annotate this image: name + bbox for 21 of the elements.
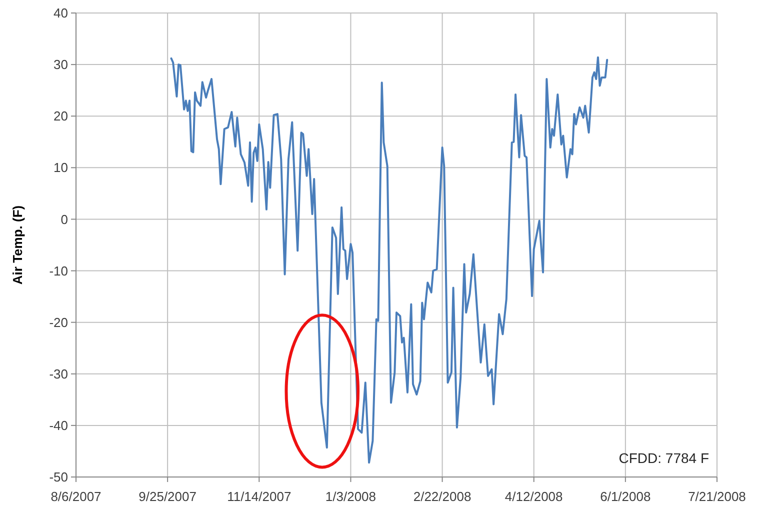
x-tick-label: 2/22/2008 [413,489,472,504]
x-tick-label: 11/14/2007 [227,489,292,504]
y-tick-label: 10 [54,160,68,176]
y-tick-label: 30 [54,57,68,72]
y-tick-label: -40 [49,418,68,433]
y-axis-title: Air Temp. (F) [10,205,25,285]
y-tick-label: -10 [49,263,68,278]
x-tick-label: 7/21/2008 [688,489,746,504]
y-tick-label: -30 [49,366,68,382]
x-tick-label: 1/3/2008 [325,489,376,504]
x-tick-label: 8/6/2007 [50,489,102,504]
y-tick-label: -20 [49,314,68,330]
line-series [170,56,608,464]
x-tick-label: 6/1/2008 [600,489,651,504]
y-tick-label: -50 [49,470,68,485]
y-tick-label: 0 [60,212,68,227]
x-tick-label: 9/25/2007 [138,489,196,504]
annotation: CFDD: 7784 F [618,450,709,466]
x-tick-label: 4/12/2008 [504,489,563,504]
y-tick-label: 40 [54,6,68,21]
y-tick-label: 20 [54,108,68,124]
